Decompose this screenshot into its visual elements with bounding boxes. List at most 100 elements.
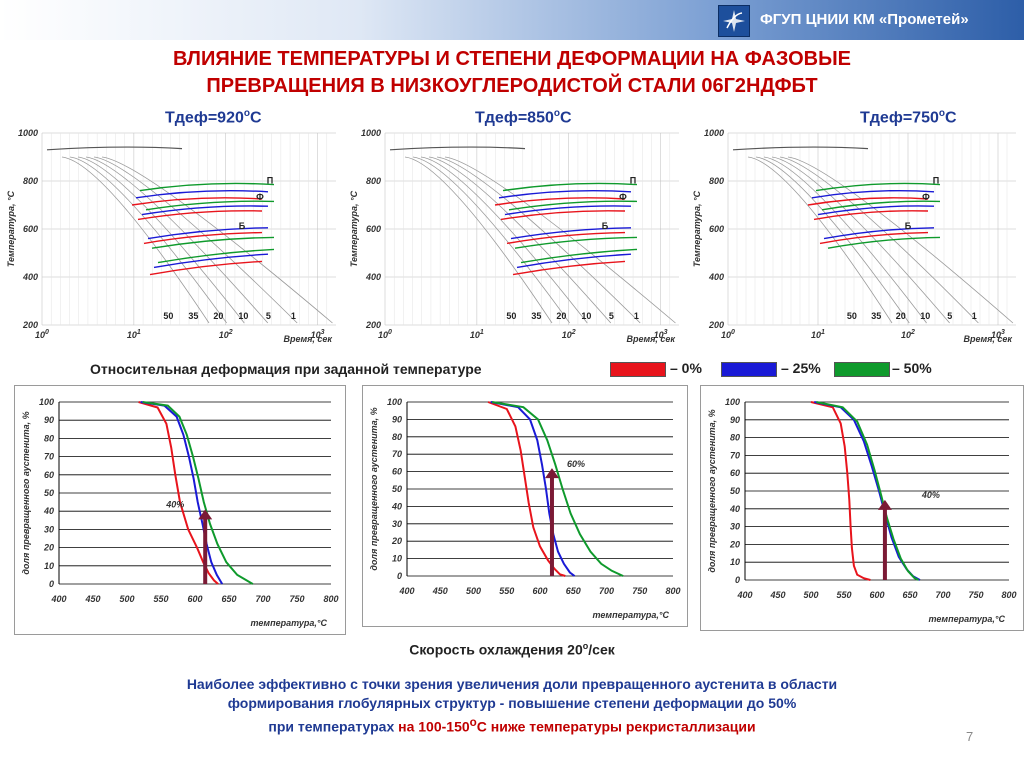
phase-label-bainite: Б (239, 221, 246, 231)
x-tick-label: 700 (935, 590, 950, 600)
y-tick-label: 20 (729, 539, 740, 549)
cooling-rate-label: 5 (947, 311, 952, 321)
phase-boundary-blue (823, 227, 935, 240)
kinetic-chart-3: 0 10 20 30 40 50 60 70 80 90 100 400 450 500 550 600 650… (707, 397, 1017, 624)
cooling-curve (779, 156, 979, 324)
y-tick-label: 80 (730, 433, 740, 443)
phase-boundary-green (520, 248, 638, 264)
cooling-curve (763, 156, 927, 324)
x-tick-label: 750 (968, 590, 983, 600)
y-tick-label: 40 (391, 501, 402, 511)
cooling-rate-label: 20 (896, 311, 906, 321)
diagram-y-tick: 200 (708, 320, 724, 330)
cooling-curve (77, 156, 245, 324)
diagram-y-tick: 200 (22, 320, 38, 330)
diagram-y-tick: 1000 (361, 128, 381, 138)
cooling-rate-label: 1 (972, 311, 977, 321)
phase-boundary-green (151, 236, 275, 249)
conclusion-text: Наиболее эффективно с точки зрения увели… (60, 675, 964, 737)
cooling-rate-label: 20 (213, 311, 223, 321)
cooling-curve (85, 156, 269, 324)
x-tick-label: 600 (187, 594, 202, 604)
legend-label-1: – 25% (781, 360, 821, 376)
cooling-rate-label: 10 (238, 311, 248, 321)
y-tick-label: 30 (392, 519, 402, 529)
cooling-rate-label: 20 (556, 311, 566, 321)
phase-boundary-red (131, 197, 263, 206)
x-tick-label: 600 (869, 590, 884, 600)
diagram-x-tick: 101 (127, 329, 141, 340)
x-tick-label: 400 (736, 590, 752, 600)
y-tick-label: 50 (730, 486, 740, 496)
x-tick-label: 500 (466, 586, 481, 596)
x-tick-label: 450 (769, 590, 785, 600)
y-tick-label: 60 (392, 467, 402, 477)
phase-label-ferrite: Ф (922, 192, 930, 202)
diagram-x-tick: 102 (219, 329, 233, 340)
cooling-rate-caption: Скорость охлаждения 20о/сек (0, 641, 1024, 658)
x-tick-label: 750 (632, 586, 647, 596)
x-tick-label: 400 (398, 586, 414, 596)
diagram-x-tick: 101 (470, 329, 484, 340)
diagram-2-label-degree: о (553, 108, 560, 119)
series-line-0pct (810, 401, 871, 581)
y-axis-label: доля превращенного аустенита, % (21, 411, 31, 574)
diagram-y-tick: 800 (366, 176, 381, 186)
x-tick-label: 700 (599, 586, 614, 596)
cooling-rate-label: 35 (531, 311, 541, 321)
y-tick-label: 10 (730, 557, 740, 567)
y-tick-label: 70 (44, 452, 54, 462)
cooling-rate-degree: о (582, 641, 589, 651)
cooling-curve (444, 156, 676, 324)
diagram-y-tick: 800 (23, 176, 38, 186)
y-axis-label: доля превращенного аустенита, % (369, 407, 379, 570)
slide-title-line-1: ВЛИЯНИЕ ТЕМПЕРАТУРЫ И СТЕПЕНИ ДЕФОРМАЦИИ… (172, 48, 852, 70)
cooling-curve (101, 156, 333, 324)
diagram-x-tick: 103 (991, 329, 1005, 340)
diagram-x-tick: 103 (311, 329, 325, 340)
phase-boundary-red (506, 231, 626, 245)
diagram-2-label: Тдеф=850оС (475, 108, 572, 127)
cooling-rate-label: 5 (266, 311, 271, 321)
cooling-rate-label: 5 (609, 311, 614, 321)
annotation-arrowhead (198, 509, 213, 520)
y-tick-label: 70 (392, 449, 402, 459)
kinetic-chart-2-frame: 0 10 20 30 40 50 60 70 80 90 100 400 450 500 550 600 650… (362, 385, 688, 627)
diagram-2-label-text: Тдеф=850 (475, 109, 554, 127)
y-tick-label: 50 (392, 484, 402, 494)
phase-boundary-green (815, 182, 941, 192)
diagram-y-tick: 800 (709, 176, 724, 186)
y-tick-label: 80 (392, 432, 402, 442)
phase-boundary-red (819, 231, 929, 245)
y-tick-label: 10 (392, 554, 402, 564)
x-tick-label: 750 (289, 594, 304, 604)
diagram-1-label-unit: С (249, 109, 262, 127)
phase-boundary-green (139, 182, 275, 192)
x-tick-label: 550 (499, 586, 514, 596)
cooling-curve (436, 156, 641, 324)
diagram-y-tick: 1000 (18, 128, 38, 138)
diagram-3-label-degree: о (938, 108, 945, 119)
phase-boundary-blue (504, 205, 632, 216)
diagram-y-tick: 200 (365, 320, 381, 330)
diagram-x-label: Время, сек (626, 334, 675, 344)
phase-boundary-green (157, 248, 275, 264)
diagram-y-tick: 400 (365, 272, 381, 282)
phase-boundary-blue (147, 227, 269, 240)
diagram-x-label: Время, сек (963, 334, 1012, 344)
cooling-curve (412, 156, 570, 324)
y-tick-label: 100 (387, 397, 402, 407)
phase-boundary-blue (817, 205, 935, 216)
phase-label-ferrite: Ф (619, 192, 627, 202)
conclusion-line-3-part-c: С ниже температуры рекристаллизации (476, 718, 756, 735)
x-tick-label: 450 (432, 586, 448, 596)
cooling-curve (755, 156, 910, 324)
diagram-y-tick: 600 (23, 224, 38, 234)
diagram-y-tick: 400 (22, 272, 38, 282)
cooling-curve (420, 156, 588, 324)
diagram-1-label-text: Тдеф=920 (165, 109, 244, 127)
y-tick-label: 50 (44, 488, 54, 498)
diagram-1-label: Тдеф=920оС (165, 108, 262, 127)
kinetic-chart-1: 0 10 20 30 40 50 60 70 80 90 100 400 450 500 550 600 650… (21, 397, 339, 628)
austenitizing-curve (732, 146, 869, 151)
